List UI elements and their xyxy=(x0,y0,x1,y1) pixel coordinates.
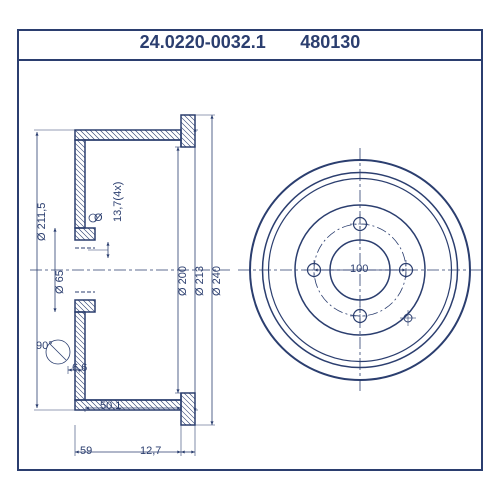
dim-50-1: 50,1 xyxy=(100,400,121,412)
header-bar: 24.0220-0032.1 480130 xyxy=(18,32,482,60)
dim-d240: Ø 240 xyxy=(211,266,223,296)
dim-100: 100 xyxy=(350,263,368,275)
dim-d211-5: Ø 211,5 xyxy=(36,203,48,241)
part-number: 24.0220-0032.1 xyxy=(140,32,266,52)
dim-6-6: 6,6 xyxy=(72,362,87,374)
dim-12-7: 12,7 xyxy=(140,445,161,457)
dim-d200: Ø 200 xyxy=(177,266,189,296)
technical-drawing xyxy=(0,0,500,500)
dim-59: 59 xyxy=(80,445,92,457)
part-code: 480130 xyxy=(300,32,360,52)
dim-d213: Ø 213 xyxy=(194,266,206,296)
dim-d65: Ø 65 xyxy=(54,270,66,294)
dim-13-7: 13,7(4x) xyxy=(112,182,124,222)
dim-diameter-sym: Ø xyxy=(94,212,103,224)
dim-90deg: 90° xyxy=(36,340,53,352)
